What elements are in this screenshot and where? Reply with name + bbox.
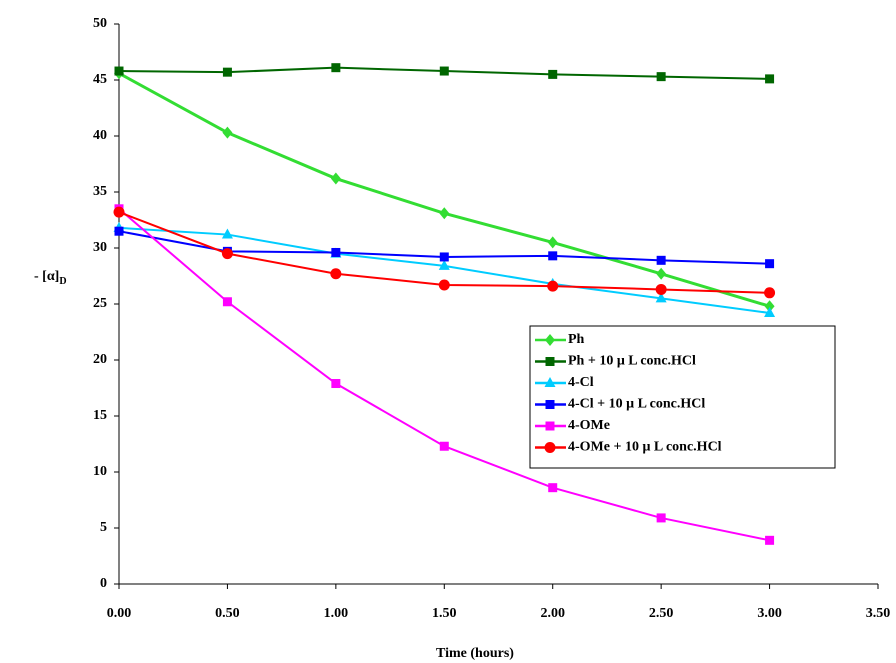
point <box>331 63 341 73</box>
point <box>222 297 232 307</box>
series-line <box>118 226 770 314</box>
legend-marker <box>545 400 555 409</box>
point <box>439 252 449 262</box>
point <box>655 292 667 303</box>
y-tick-label: 30 <box>93 240 107 255</box>
point <box>114 226 124 236</box>
y-tick-label: 5 <box>100 520 107 535</box>
point <box>222 67 232 77</box>
point <box>656 72 666 82</box>
legend-marker <box>544 442 556 453</box>
point <box>222 126 233 139</box>
legend-label: Ph + 10 μ L conc.HCl <box>568 354 696 369</box>
point <box>439 441 449 451</box>
y-tick-label: 0 <box>100 576 107 591</box>
point <box>547 280 559 292</box>
y-tick-label: 25 <box>93 296 107 311</box>
x-tick-label: 1.00 <box>324 606 349 621</box>
x-tick-label: 2.00 <box>540 606 565 621</box>
point <box>655 283 667 295</box>
x-axis-label: Time (hours) <box>436 646 514 661</box>
point <box>331 379 341 389</box>
y-tick-label: 45 <box>93 72 107 87</box>
point <box>764 300 775 313</box>
x-tick-label: 2.50 <box>649 606 674 621</box>
point <box>438 259 450 270</box>
x-tick-label: 3.50 <box>866 606 891 621</box>
x-tick-label: 3.00 <box>757 606 782 621</box>
point <box>656 255 666 265</box>
y-tick-label: 40 <box>93 128 107 143</box>
y-axis-label: - [α]D <box>34 269 67 287</box>
y-tick-label: 35 <box>93 184 107 199</box>
point <box>114 66 124 76</box>
point <box>331 247 341 257</box>
point <box>221 228 233 239</box>
legend-marker <box>544 377 556 387</box>
legend-label: 4-Cl <box>568 375 594 390</box>
y-tick-label: 15 <box>93 408 107 423</box>
y-tick-label: 10 <box>93 464 107 479</box>
point <box>330 172 341 185</box>
point <box>547 236 558 249</box>
point <box>439 66 449 76</box>
legend-box <box>529 325 836 469</box>
point <box>330 268 342 280</box>
y-axis-label-sub: D <box>59 276 66 287</box>
point <box>656 513 666 523</box>
point <box>765 535 775 545</box>
point <box>765 259 775 269</box>
legend-marker <box>545 421 555 431</box>
legend-marker <box>545 357 555 366</box>
point <box>548 483 558 493</box>
point <box>221 248 233 260</box>
legend-label: 4-OMe + 10 μ L conc.HCl <box>568 440 722 455</box>
point <box>656 267 667 280</box>
point <box>438 279 450 291</box>
point <box>439 207 450 220</box>
point <box>113 206 125 218</box>
x-tick-label: 0.00 <box>107 606 132 621</box>
series-line <box>118 71 771 308</box>
legend-label: 4-OMe <box>568 418 610 433</box>
x-tick-label: 0.50 <box>215 606 240 621</box>
legend-marker <box>545 334 555 346</box>
point <box>765 74 775 84</box>
legend-label: 4-Cl + 10 μ L conc.HCl <box>568 397 705 412</box>
legend-label: Ph <box>568 332 585 347</box>
y-axis-label-main: - [α] <box>34 269 59 284</box>
y-tick-label: 50 <box>93 16 107 31</box>
point <box>548 251 558 261</box>
point <box>548 69 558 79</box>
x-tick-label: 1.50 <box>432 606 457 621</box>
point <box>764 306 776 317</box>
point <box>764 287 776 299</box>
y-tick-label: 20 <box>93 352 107 367</box>
